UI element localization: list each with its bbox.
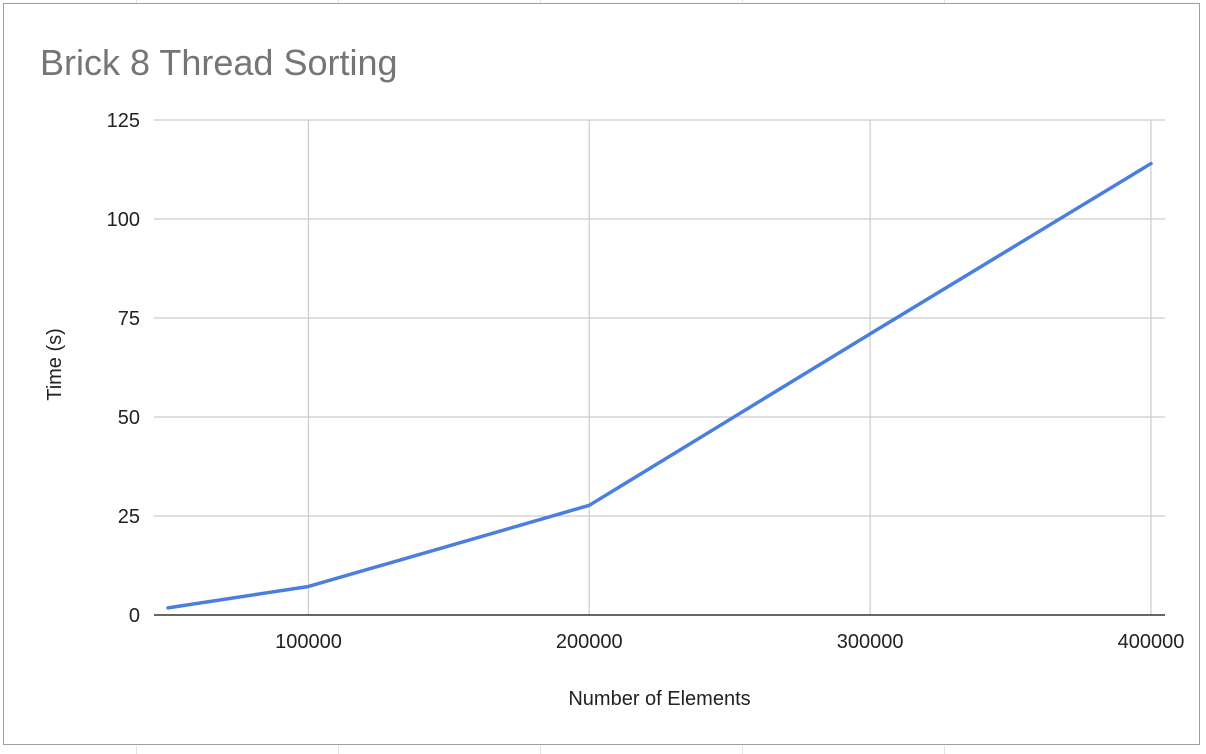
series-line [166, 161, 1153, 610]
label-layer: 0 25 50 75 100 125 100000 200000 300000 400000 [107, 110, 1185, 653]
x-tick-label: 400000 [1118, 631, 1185, 653]
sheet-grid-line [944, 0, 945, 4]
sheet-grid-line [540, 746, 541, 754]
y-tick-label: 25 [118, 506, 140, 528]
sheet-grid-line [338, 746, 339, 754]
sheet-grid-line [742, 0, 743, 4]
y-tick-label: 125 [107, 110, 140, 132]
x-tick-label: 200000 [556, 631, 623, 653]
y-tick-label: 0 [129, 605, 140, 627]
series-layer [166, 161, 1153, 610]
x-axis-title: Number of Elements [568, 688, 750, 710]
y-axis-title: Time (s) [44, 328, 66, 401]
x-tick-label: 100000 [275, 631, 342, 653]
sheet-grid-line [742, 746, 743, 754]
y-tick-label: 100 [107, 209, 140, 231]
sheet-grid-line [944, 746, 945, 754]
chart-title: Brick 8 Thread Sorting [40, 42, 398, 83]
y-tick-label: 50 [118, 407, 140, 429]
grid-layer [154, 119, 1165, 615]
sheet-grid-line [540, 0, 541, 4]
sheet-grid-line [136, 0, 137, 4]
line-chart: 0 25 50 75 100 125 100000 200000 300000 400000 Nu… [44, 110, 1185, 710]
x-tick-label: 300000 [837, 631, 904, 653]
sheet-grid-line [338, 0, 339, 4]
y-tick-label: 75 [118, 308, 140, 330]
chart-container[interactable]: Brick 8 Thread Sorting 0 25 50 75 100 125 1000… [3, 3, 1200, 745]
sheet-grid-line [136, 746, 137, 754]
